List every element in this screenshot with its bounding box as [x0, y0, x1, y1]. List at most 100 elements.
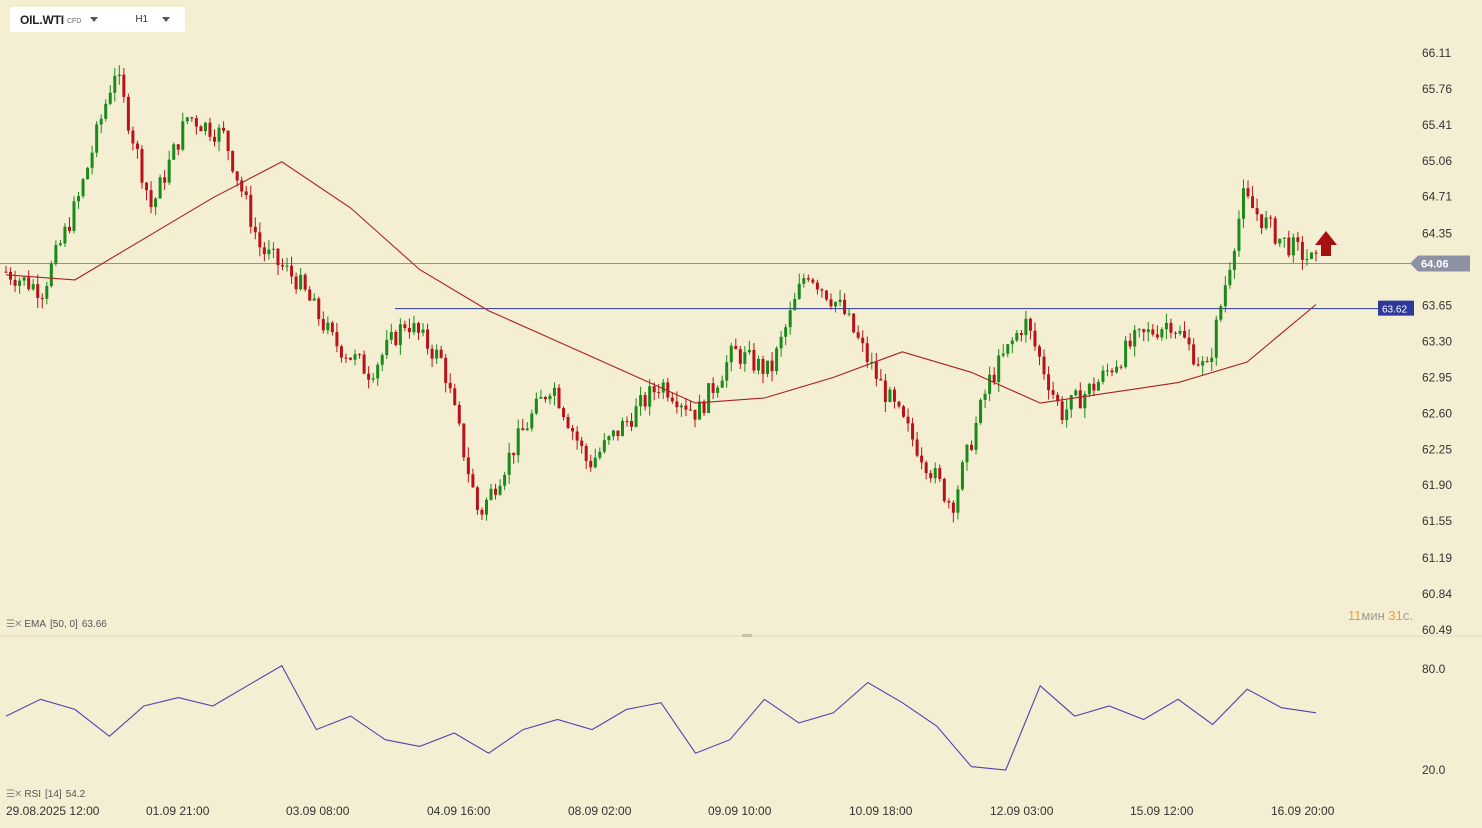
candle-body — [444, 357, 448, 383]
symbol-name[interactable]: OIL.WTI — [20, 12, 64, 27]
candle-body — [611, 430, 615, 437]
candle-body — [720, 380, 724, 388]
rsi-name: RSI — [24, 789, 42, 800]
timeframe-dropdown-icon[interactable] — [162, 17, 171, 22]
candle-body — [489, 488, 493, 500]
candle-body — [181, 121, 185, 150]
candle-body — [81, 179, 85, 197]
candle-body — [507, 452, 511, 475]
candle-body — [797, 283, 801, 299]
panel-resize-handle[interactable] — [742, 634, 752, 637]
candle-body — [385, 339, 389, 356]
candle-body — [1273, 218, 1277, 244]
candle-body — [1205, 361, 1209, 363]
candle-body — [784, 327, 788, 337]
candle-body — [190, 117, 194, 119]
candle-body — [1019, 333, 1023, 336]
candle-body — [548, 395, 552, 400]
candle-body — [888, 389, 892, 402]
candle-body — [747, 350, 751, 353]
candle-body — [788, 310, 792, 328]
candle-body — [348, 357, 352, 360]
candle-body — [1196, 364, 1200, 366]
candle-body — [222, 127, 226, 131]
candle-body — [326, 322, 330, 331]
candle-body — [1223, 285, 1227, 307]
candle-body — [99, 118, 103, 125]
candle-body — [235, 171, 239, 181]
candle-body — [770, 360, 774, 372]
candle-body — [702, 401, 706, 413]
candle-body — [140, 148, 144, 183]
candle-body — [530, 413, 534, 429]
candle-body — [992, 374, 996, 383]
candle-body — [154, 198, 158, 208]
candle-body — [58, 243, 62, 245]
candle-body — [231, 151, 235, 172]
candle-body — [90, 152, 94, 168]
candle-body — [589, 460, 593, 468]
price-tick-label: 64.71 — [1422, 190, 1452, 204]
rsi-legend[interactable]: ☰✕ RSI [14] 54.2 — [6, 789, 89, 800]
candle-body — [122, 74, 126, 97]
candle-body — [362, 354, 366, 374]
up-arrow-icon[interactable] — [1315, 231, 1337, 256]
candle-body — [729, 345, 733, 363]
candle-body — [802, 278, 806, 284]
candle-body — [1128, 340, 1132, 347]
candle-body — [661, 382, 665, 393]
candle-body — [185, 117, 189, 122]
timeframe-select[interactable]: H1 — [135, 14, 149, 25]
candle-body — [892, 389, 896, 402]
candle-body — [176, 144, 180, 150]
candle-body — [158, 177, 162, 199]
candle-body — [1056, 394, 1060, 402]
candle-body — [1291, 237, 1295, 256]
candle-body — [566, 417, 570, 428]
indicator-settings-icon[interactable]: ☰✕ — [6, 789, 22, 800]
candle-body — [72, 201, 76, 231]
candle-body — [756, 358, 760, 371]
candle-body — [40, 297, 44, 299]
rsi-line — [5, 664, 1317, 771]
ema-legend[interactable]: ☰✕ EMA [50, 0] 63.66 — [6, 619, 111, 630]
candle-body — [149, 190, 153, 208]
rsi-value: 54.2 — [65, 789, 86, 800]
candle-body — [1137, 329, 1141, 331]
candle-body — [344, 357, 348, 359]
candle-body — [666, 382, 670, 398]
symbol-toolbar[interactable]: OIL.WTI CFD H1 — [10, 7, 185, 32]
candle-body — [960, 462, 964, 490]
candle-body — [1096, 381, 1100, 391]
candle-body — [607, 436, 611, 441]
candle-body — [49, 263, 53, 286]
candle-body — [285, 265, 289, 267]
candle-body — [634, 406, 638, 427]
candle-body — [1083, 394, 1087, 409]
candle-body — [1282, 237, 1286, 239]
candle-body — [1300, 241, 1304, 260]
candle-body — [865, 343, 869, 362]
candle-body — [462, 423, 466, 458]
candle-body — [793, 298, 797, 311]
candle-body — [620, 420, 624, 437]
candle-body — [616, 430, 620, 437]
candle-body — [1237, 218, 1241, 251]
candle-body — [1201, 361, 1205, 366]
candle-body — [820, 289, 824, 291]
symbol-dropdown-icon[interactable] — [90, 17, 99, 22]
candle-body — [1024, 318, 1028, 336]
candle-body — [389, 332, 393, 340]
level-price-badge — [1378, 300, 1414, 316]
indicator-settings-icon[interactable]: ☰✕ — [6, 619, 22, 630]
candle-body — [824, 290, 828, 300]
candle-body — [113, 75, 117, 93]
candle-body — [630, 421, 634, 427]
candle-body — [1155, 334, 1159, 338]
candle-body — [956, 489, 960, 513]
candle-body — [475, 487, 479, 510]
ema-params: [50, 0] — [50, 619, 78, 630]
candle-body — [299, 274, 303, 290]
time-tick-label: 04.09 16:00 — [427, 804, 491, 818]
